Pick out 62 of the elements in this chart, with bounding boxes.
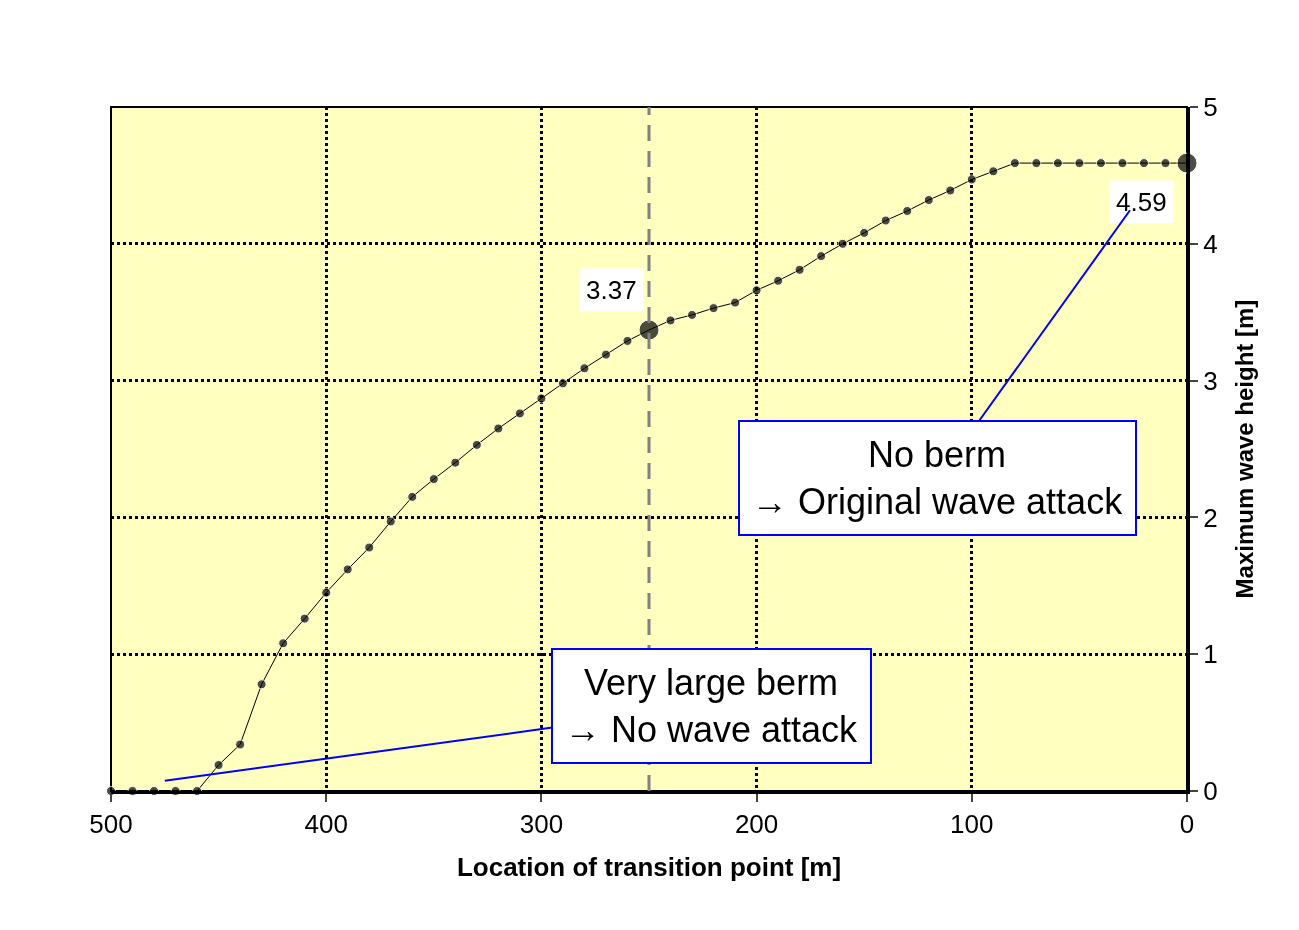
y-tick-label: 2 xyxy=(1203,502,1218,533)
point xyxy=(213,760,224,771)
y-tick-label: 0 xyxy=(1203,776,1218,807)
point xyxy=(299,613,310,624)
x-tick-label: 200 xyxy=(734,809,779,840)
point xyxy=(321,587,332,598)
point xyxy=(730,297,741,308)
point xyxy=(1117,158,1128,169)
point xyxy=(278,638,289,649)
point xyxy=(385,516,396,527)
point xyxy=(514,408,525,419)
point xyxy=(880,215,891,226)
point xyxy=(450,457,461,468)
x-tick-label: 300 xyxy=(519,809,564,840)
point xyxy=(407,491,418,502)
point xyxy=(557,378,568,389)
point xyxy=(579,363,590,374)
point xyxy=(859,227,870,238)
point xyxy=(988,166,999,177)
point xyxy=(945,185,956,196)
y-tick-label: 3 xyxy=(1203,365,1218,396)
point xyxy=(622,335,633,346)
x-tick-label: 400 xyxy=(304,809,348,840)
point xyxy=(536,393,547,404)
point xyxy=(256,679,267,690)
point xyxy=(1095,158,1106,169)
y-tick-label: 5 xyxy=(1203,92,1218,123)
y-tick-label: 1 xyxy=(1203,639,1218,670)
x-axis-title: Location of transition point [m] xyxy=(456,851,842,882)
x-tick-label: 0 xyxy=(1179,809,1195,840)
point xyxy=(708,303,719,314)
point xyxy=(471,439,482,450)
y-tick-label: 4 xyxy=(1203,228,1218,259)
point xyxy=(1052,158,1063,169)
point xyxy=(1009,158,1020,169)
x-tick-label: 500 xyxy=(89,809,133,840)
point xyxy=(966,174,977,185)
y-axis-title: Maximum wave height [m] xyxy=(1230,299,1258,599)
annotation: Very large berm → No wave attack xyxy=(565,662,859,750)
point xyxy=(837,238,848,249)
point xyxy=(751,285,762,296)
annotation: No berm → Original wave attack xyxy=(752,434,1124,522)
point xyxy=(600,349,611,360)
point xyxy=(428,474,439,485)
point xyxy=(665,315,676,326)
point xyxy=(773,275,784,286)
point xyxy=(493,423,504,434)
annotation: 3.37 xyxy=(586,275,637,305)
point xyxy=(1160,158,1171,169)
point xyxy=(235,739,246,750)
point xyxy=(687,309,698,320)
point xyxy=(342,564,353,575)
point xyxy=(923,195,934,206)
point xyxy=(1138,158,1149,169)
annotation: 4.59 xyxy=(1116,187,1167,217)
point xyxy=(1074,158,1085,169)
point xyxy=(794,264,805,275)
x-tick-label: 100 xyxy=(950,809,994,840)
point xyxy=(364,542,375,553)
point xyxy=(1031,158,1042,169)
point xyxy=(816,251,827,262)
point xyxy=(902,205,913,216)
